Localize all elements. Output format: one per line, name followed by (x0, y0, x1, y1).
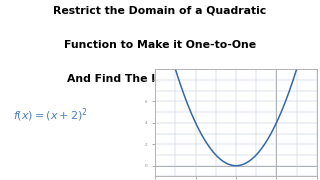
Text: And Find The Inverse Function: And Find The Inverse Function (67, 74, 253, 84)
Text: Restrict the Domain of a Quadratic: Restrict the Domain of a Quadratic (53, 5, 267, 15)
Text: $f(x) = (x + 2)^2$: $f(x) = (x + 2)^2$ (13, 106, 88, 124)
Text: Function to Make it One-to-One: Function to Make it One-to-One (64, 40, 256, 50)
